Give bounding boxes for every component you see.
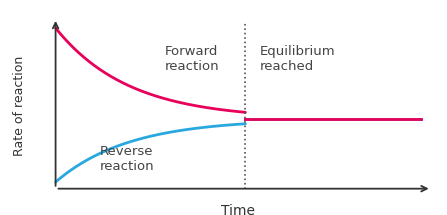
- Text: Equilibrium
reached: Equilibrium reached: [260, 45, 336, 74]
- Text: Rate of reaction: Rate of reaction: [13, 56, 25, 156]
- Text: Forward
reaction: Forward reaction: [165, 45, 220, 74]
- Text: Time: Time: [221, 204, 255, 215]
- Text: Reverse
reaction: Reverse reaction: [99, 145, 154, 173]
